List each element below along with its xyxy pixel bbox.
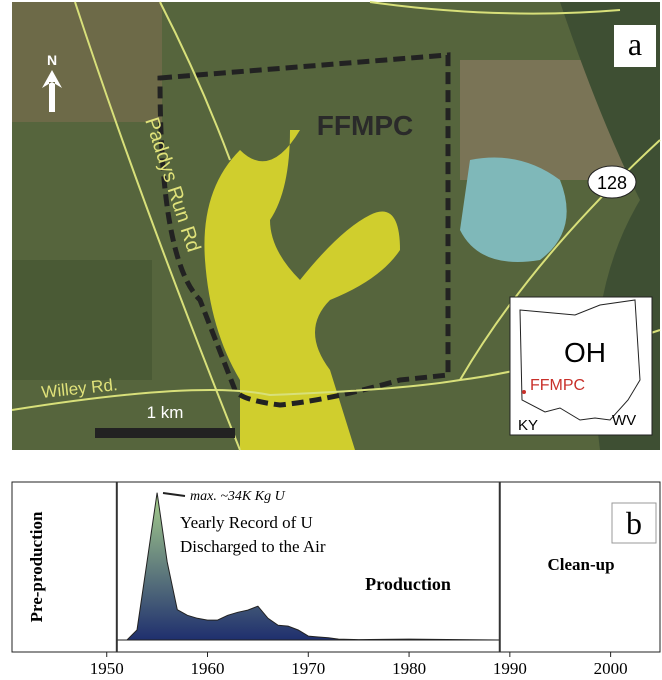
map-panel: a N FFMPC Paddys Run Rd Willey Rd. 1 km …: [12, 2, 660, 450]
phase-label: Production: [365, 574, 451, 594]
inset-state: OH: [564, 337, 606, 368]
chart-panel: Pre-production max. ~34K Kg U Yearly Rec…: [12, 482, 660, 678]
phase-label: Pre-production: [27, 511, 46, 622]
figure: a N FFMPC Paddys Run Rd Willey Rd. 1 km …: [0, 0, 662, 680]
x-tick-label: 1990: [493, 659, 527, 678]
description: Discharged to the Air: [180, 537, 326, 556]
description: Yearly Record of U: [180, 513, 313, 532]
scale-bar: [95, 428, 235, 438]
inset-left: KY: [518, 417, 538, 434]
field: [12, 260, 152, 380]
x-tick-label: 1950: [90, 659, 124, 678]
x-tick-label: 1980: [392, 659, 426, 678]
inset-site-dot: [522, 390, 526, 394]
x-tick-label: 1970: [291, 659, 325, 678]
field: [12, 2, 162, 122]
inset-right: WV: [612, 412, 636, 429]
scale-label: 1 km: [147, 403, 184, 422]
route-label: 128: [597, 173, 627, 193]
inset-site: FFMPC: [530, 377, 585, 394]
site-label: FFMPC: [317, 110, 413, 141]
panel-label: b: [626, 505, 642, 541]
phase-label: Clean-up: [547, 555, 614, 574]
x-tick-label: 2000: [594, 659, 628, 678]
peak-label: max. ~34K Kg U: [190, 489, 286, 504]
north-label: N: [47, 52, 57, 68]
panel-label: a: [628, 26, 642, 62]
x-tick-label: 1960: [191, 659, 225, 678]
page: a N FFMPC Paddys Run Rd Willey Rd. 1 km …: [0, 0, 662, 680]
